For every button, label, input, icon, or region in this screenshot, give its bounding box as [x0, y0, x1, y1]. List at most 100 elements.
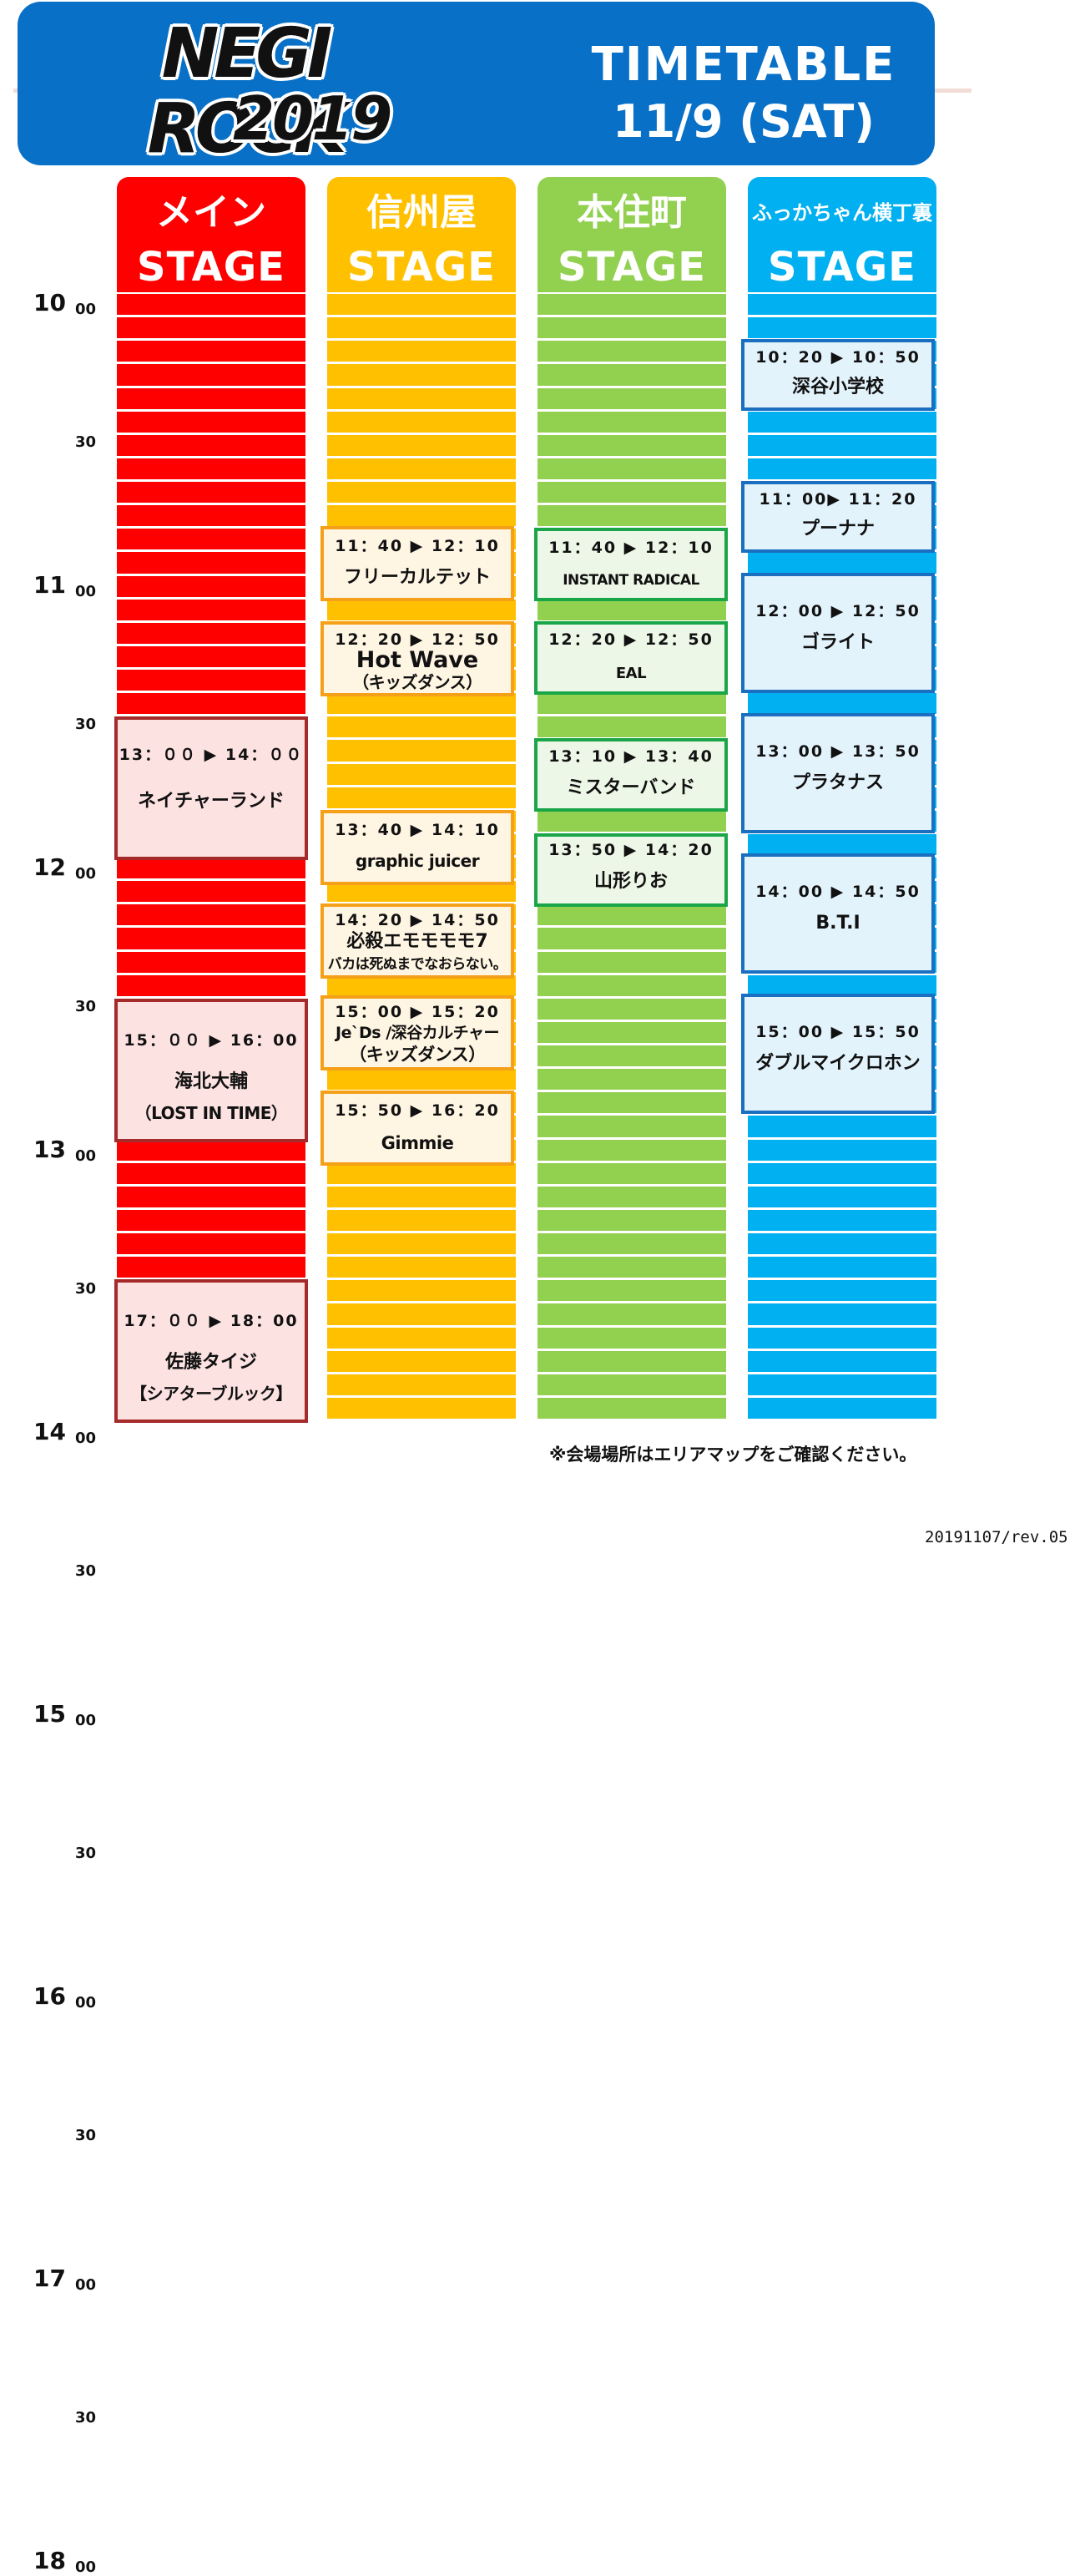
stage-name-en: STAGE — [347, 244, 496, 291]
slot-time: 13：50 ▶ 14：20 — [548, 841, 714, 859]
time-stripe — [748, 1139, 936, 1161]
time-stripe — [117, 904, 305, 926]
time-stripe — [748, 552, 936, 574]
logo-line1: NEGI ROCK — [147, 14, 347, 166]
time-stripe — [327, 693, 516, 715]
minute-label: 30 — [75, 2409, 97, 2427]
minute-label: 30 — [75, 1845, 97, 1862]
slot-artist: Hot Wave — [356, 647, 479, 673]
slot-artist: 山形りお — [593, 871, 668, 892]
time-stripe — [538, 387, 726, 409]
slot-shinshuya-6[interactable]: 15：50 ▶ 16：20 Gimmie — [320, 1091, 514, 1166]
slot-artist: ミスターバンド — [566, 777, 696, 798]
hour-label: 18 — [33, 2547, 66, 2574]
slot-main-3[interactable]: 17：００ ▶ 18：00 佐藤タイジ 【シアターブルック】 — [114, 1279, 308, 1423]
time-stripe — [117, 1186, 305, 1207]
time-stripe — [748, 693, 936, 715]
time-stripe — [117, 552, 305, 574]
slot-shinshuya-2[interactable]: 12：20 ▶ 12：50 Hot Wave （キッズダンス） — [320, 621, 514, 696]
slot-honjumachi-3[interactable]: 13：10 ▶ 13：40 ミスターバンド — [534, 738, 728, 812]
time-stripe — [117, 364, 305, 386]
time-stripe — [117, 1139, 305, 1161]
time-stripe — [117, 693, 305, 715]
slot-fukka-1[interactable]: 10：20 ▶ 10：50 深谷小学校 — [741, 339, 935, 411]
time-stripe — [117, 341, 305, 362]
time-stripe — [538, 904, 726, 926]
time-stripe — [538, 1021, 726, 1043]
time-stripe — [117, 881, 305, 903]
time-stripe — [538, 998, 726, 1020]
slot-time: 13：00 ▶ 13：50 — [755, 742, 921, 761]
time-stripe — [538, 1303, 726, 1325]
slot-honjumachi-2[interactable]: 12：20 ▶ 12：50 EAL — [534, 621, 728, 695]
slot-artist: ゴライト — [800, 632, 875, 653]
slot-artist: プラタナス — [791, 772, 884, 793]
timetable-page: { "header": { "logo_line1": "NEGI ROCK",… — [13, 2, 1068, 2576]
time-stripe — [117, 1162, 305, 1184]
slot-main-2[interactable]: 15：００ ▶ 16：00 海北大輔 （LOST IN TIME） — [114, 999, 308, 1142]
time-stripe — [327, 434, 516, 456]
time-stripe — [538, 1069, 726, 1091]
time-stripe — [538, 928, 726, 949]
time-stripe — [327, 1397, 516, 1419]
time-stripe — [748, 833, 936, 855]
time-stripe — [117, 599, 305, 620]
time-stripe — [748, 317, 936, 339]
header-banner: NEGI ROCK 2019 TIMETABLE 11/9 (SAT) — [18, 2, 935, 165]
time-stripe — [117, 858, 305, 879]
slot-fukka-2[interactable]: 11：00▶ 11：20 プーナナ — [741, 481, 935, 553]
slot-fukka-6[interactable]: 15：00 ▶ 15：50 ダブルマイクロホン — [741, 994, 935, 1114]
time-stripe — [748, 974, 936, 996]
slot-fukka-5[interactable]: 14：00 ▶ 14：50 B.T.I — [741, 853, 935, 974]
time-stripe — [327, 763, 516, 785]
slot-shinshuya-1[interactable]: 11：40 ▶ 12：10 フリーカルテット — [320, 526, 514, 601]
minute-label: 30 — [75, 433, 97, 451]
slot-time: 12：20 ▶ 12：50 — [548, 630, 714, 649]
slot-time: 11：40 ▶ 12：10 — [548, 539, 714, 557]
time-stripe — [538, 1116, 726, 1137]
time-stripe — [117, 670, 305, 691]
time-stripe — [538, 458, 726, 479]
slot-time: 12：20 ▶ 12：50 — [335, 630, 500, 649]
time-stripe — [538, 1233, 726, 1255]
time-stripe — [327, 317, 516, 339]
time-stripe — [117, 505, 305, 527]
event-date: 11/9 (SAT) — [613, 95, 875, 148]
minute-label: 30 — [75, 1562, 97, 1580]
time-stripe — [538, 1374, 726, 1395]
slot-fukka-4[interactable]: 13：00 ▶ 13：50 プラタナス — [741, 713, 935, 833]
minute-label: 00 — [75, 1712, 97, 1729]
slot-shinshuya-5[interactable]: 15：00 ▶ 15：20 Je`Ds /深谷カルチャー （キッズダンス） — [320, 995, 514, 1070]
time-stripe — [748, 1303, 936, 1325]
slot-shinshuya-3[interactable]: 13：40 ▶ 14：10 graphic juicer — [320, 810, 514, 885]
slot-honjumachi-1[interactable]: 11：40 ▶ 12：10 INSTANT RADICAL — [534, 528, 728, 601]
stage-header-fukka: ふっかちゃん横丁裏 STAGE — [748, 177, 936, 292]
time-stripe — [538, 810, 726, 832]
time-stripe — [117, 951, 305, 973]
time-stripe — [327, 505, 516, 527]
slot-main-1[interactable]: 13：００ ▶ 14：００ ネイチャーランド — [114, 716, 308, 860]
event-logo: NEGI ROCK 2019 — [18, 2, 393, 166]
slot-time: 14：00 ▶ 14：50 — [755, 883, 921, 901]
stage-header-honjumachi: 本住町 STAGE — [538, 177, 726, 292]
slot-time: 15：50 ▶ 16：20 — [335, 1101, 500, 1120]
minute-label: 00 — [75, 2276, 97, 2294]
slot-shinshuya-4[interactable]: 14：20 ▶ 14：50 必殺エモモモモ7 バカは死ぬまでなおらない。 — [320, 903, 514, 979]
time-stripe — [538, 317, 726, 339]
slot-fukka-3[interactable]: 12：00 ▶ 12：50 ゴライト — [741, 573, 935, 693]
time-stripe — [748, 411, 936, 433]
time-stripe — [538, 434, 726, 456]
time-stripe — [538, 294, 726, 316]
venue-note: ※会場場所はエリアマップをご確認ください。 — [549, 1445, 917, 1465]
hour-label: 15 — [33, 1700, 66, 1728]
stage-name-en: STAGE — [558, 244, 706, 291]
slot-artist: INSTANT RADICAL — [563, 572, 699, 589]
minute-label: 30 — [75, 716, 97, 733]
hour-label: 11 — [33, 571, 66, 599]
time-stripe — [538, 1327, 726, 1349]
slot-artist-sub: （キッズダンス） — [349, 1045, 486, 1065]
time-stripe — [327, 1280, 516, 1302]
time-stripe — [748, 1186, 936, 1207]
slot-honjumachi-4[interactable]: 13：50 ▶ 14：20 山形りお — [534, 833, 728, 907]
time-stripe — [327, 1303, 516, 1325]
